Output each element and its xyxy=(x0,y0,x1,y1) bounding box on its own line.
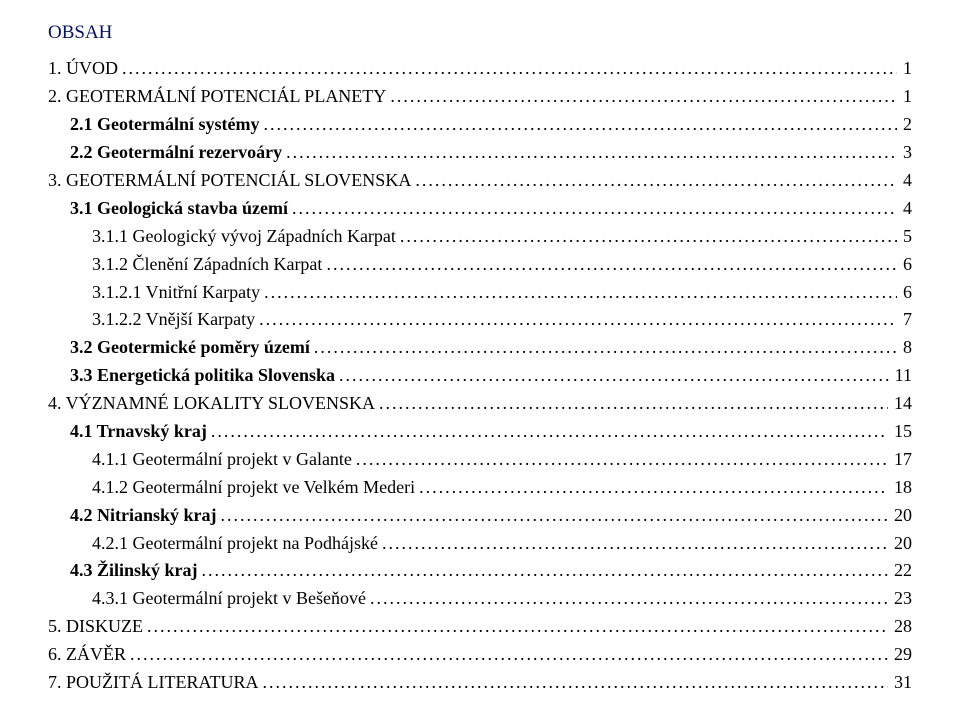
toc-entry: 4.1 Trnavský kraj 15 xyxy=(48,418,912,446)
toc-entry-label: 4.1 Trnavský kraj xyxy=(70,418,211,446)
toc-entry-leader xyxy=(122,55,897,83)
toc-entry-label: 5. DISKUZE xyxy=(48,613,147,641)
toc-entry-page: 6 xyxy=(897,251,912,279)
toc-entry-page: 2 xyxy=(897,111,912,139)
toc-entry: 2. GEOTERMÁLNÍ POTENCIÁL PLANETY 1 xyxy=(48,83,912,111)
toc-entry-leader xyxy=(130,641,888,669)
toc-entry: 3.1.1 Geologický vývoj Západních Karpat 5 xyxy=(48,223,912,251)
toc-entry: 2.2 Geotermální rezervoáry 3 xyxy=(48,139,912,167)
toc-entry-leader xyxy=(263,111,897,139)
toc-entry-page: 7 xyxy=(897,306,912,334)
toc-entry-label: 2.2 Geotermální rezervoáry xyxy=(70,139,286,167)
toc-entry-page: 3 xyxy=(897,139,912,167)
toc-entry-page: 18 xyxy=(888,474,912,502)
toc-entry-page: 29 xyxy=(888,641,912,669)
toc-entry-page: 20 xyxy=(888,502,912,530)
toc-container: 1. ÚVOD12. GEOTERMÁLNÍ POTENCIÁL PLANETY… xyxy=(48,55,912,696)
toc-entry: 4.2.1 Geotermální projekt na Podhájské 20 xyxy=(48,530,912,558)
toc-entry-label: 4.3.1 Geotermální projekt v Bešeňové xyxy=(92,585,370,613)
toc-entry-label: 3.1.2.2 Vnější Karpaty xyxy=(92,306,259,334)
toc-entry: 2.1 Geotermální systémy 2 xyxy=(48,111,912,139)
toc-entry-leader xyxy=(370,585,888,613)
toc-entry-label: 6. ZÁVĚR xyxy=(48,641,130,669)
toc-entry-leader xyxy=(314,334,897,362)
toc-entry-leader xyxy=(400,223,897,251)
toc-entry-label: 4.2 Nitrianský kraj xyxy=(70,502,221,530)
toc-entry-page: 14 xyxy=(888,390,912,418)
toc-entry-label: 4.3 Žilinský kraj xyxy=(70,557,202,585)
toc-entry-page: 8 xyxy=(897,334,912,362)
toc-entry-page: 4 xyxy=(897,195,912,223)
toc-entry-page: 5 xyxy=(897,223,912,251)
toc-entry-page: 17 xyxy=(888,446,912,474)
toc-entry-page: 22 xyxy=(888,557,912,585)
toc-entry-leader xyxy=(262,669,888,697)
toc-entry: 7. POUŽITÁ LITERATURA 31 xyxy=(48,669,912,697)
toc-entry-page: 4 xyxy=(897,167,912,195)
toc-entry-leader xyxy=(147,613,888,641)
toc-entry-label: 3.2 Geotermické poměry území xyxy=(70,334,314,362)
toc-entry-leader xyxy=(379,390,888,418)
toc-entry-leader xyxy=(382,530,888,558)
toc-entry-page: 11 xyxy=(889,362,912,390)
toc-entry-page: 28 xyxy=(888,613,912,641)
toc-entry-label: 4.2.1 Geotermální projekt na Podhájské xyxy=(92,530,382,558)
toc-entry-page: 15 xyxy=(888,418,912,446)
toc-entry: 3.1.2 Členění Západních Karpat 6 xyxy=(48,251,912,279)
toc-entry-leader xyxy=(419,474,888,502)
toc-entry-label: 4.1.2 Geotermální projekt ve Velkém Mede… xyxy=(92,474,419,502)
toc-entry: 3.1.2.2 Vnější Karpaty 7 xyxy=(48,306,912,334)
toc-entry: 4.2 Nitrianský kraj 20 xyxy=(48,502,912,530)
toc-entry: 5. DISKUZE 28 xyxy=(48,613,912,641)
toc-entry-leader xyxy=(259,306,897,334)
toc-entry: 4.3 Žilinský kraj 22 xyxy=(48,557,912,585)
toc-entry-leader xyxy=(390,83,897,111)
toc-entry: 3.1.2.1 Vnitřní Karpaty 6 xyxy=(48,279,912,307)
toc-entry-leader xyxy=(286,139,897,167)
toc-entry-label: 4.1.1 Geotermální projekt v Galante xyxy=(92,446,356,474)
toc-entry: 3. GEOTERMÁLNÍ POTENCIÁL SLOVENSKA 4 xyxy=(48,167,912,195)
toc-entry-label: 2.1 Geotermální systémy xyxy=(70,111,263,139)
toc-entry-leader xyxy=(211,418,888,446)
toc-title: OBSAH xyxy=(48,18,912,47)
toc-entry-page: 20 xyxy=(888,530,912,558)
toc-entry: 3.1 Geologická stavba území 4 xyxy=(48,195,912,223)
toc-entry: 4.3.1 Geotermální projekt v Bešeňové 23 xyxy=(48,585,912,613)
toc-entry-label: 3.1.2.1 Vnitřní Karpaty xyxy=(92,279,264,307)
toc-entry: 6. ZÁVĚR 29 xyxy=(48,641,912,669)
toc-entry-label: 2. GEOTERMÁLNÍ POTENCIÁL PLANETY xyxy=(48,83,390,111)
toc-entry-leader xyxy=(326,251,897,279)
toc-entry: 4.1.2 Geotermální projekt ve Velkém Mede… xyxy=(48,474,912,502)
toc-entry: 1. ÚVOD 1 xyxy=(48,55,912,83)
toc-entry-leader xyxy=(415,167,897,195)
toc-entry-label: 3.1.1 Geologický vývoj Západních Karpat xyxy=(92,223,400,251)
toc-entry: 4. VÝZNAMNÉ LOKALITY SLOVENSKA 14 xyxy=(48,390,912,418)
toc-entry-leader xyxy=(292,195,897,223)
toc-entry: 4.1.1 Geotermální projekt v Galante 17 xyxy=(48,446,912,474)
toc-entry-page: 1 xyxy=(897,55,912,83)
toc-entry-label: 4. VÝZNAMNÉ LOKALITY SLOVENSKA xyxy=(48,390,379,418)
toc-entry-page: 6 xyxy=(897,279,912,307)
toc-entry: 3.2 Geotermické poměry území 8 xyxy=(48,334,912,362)
toc-entry-leader xyxy=(221,502,888,530)
toc-entry-page: 23 xyxy=(888,585,912,613)
toc-entry-leader xyxy=(264,279,897,307)
toc-entry-label: 3.1.2 Členění Západních Karpat xyxy=(92,251,326,279)
toc-entry-page: 1 xyxy=(897,83,912,111)
toc-entry-label: 3. GEOTERMÁLNÍ POTENCIÁL SLOVENSKA xyxy=(48,167,415,195)
toc-entry-leader xyxy=(202,557,888,585)
toc-entry: 3.3 Energetická politika Slovenska 11 xyxy=(48,362,912,390)
toc-entry-leader xyxy=(356,446,888,474)
toc-entry-label: 1. ÚVOD xyxy=(48,55,122,83)
toc-entry-label: 7. POUŽITÁ LITERATURA xyxy=(48,669,262,697)
toc-entry-label: 3.3 Energetická politika Slovenska xyxy=(70,362,339,390)
toc-entry-label: 3.1 Geologická stavba území xyxy=(70,195,292,223)
toc-entry-leader xyxy=(339,362,889,390)
toc-entry-page: 31 xyxy=(888,669,912,697)
